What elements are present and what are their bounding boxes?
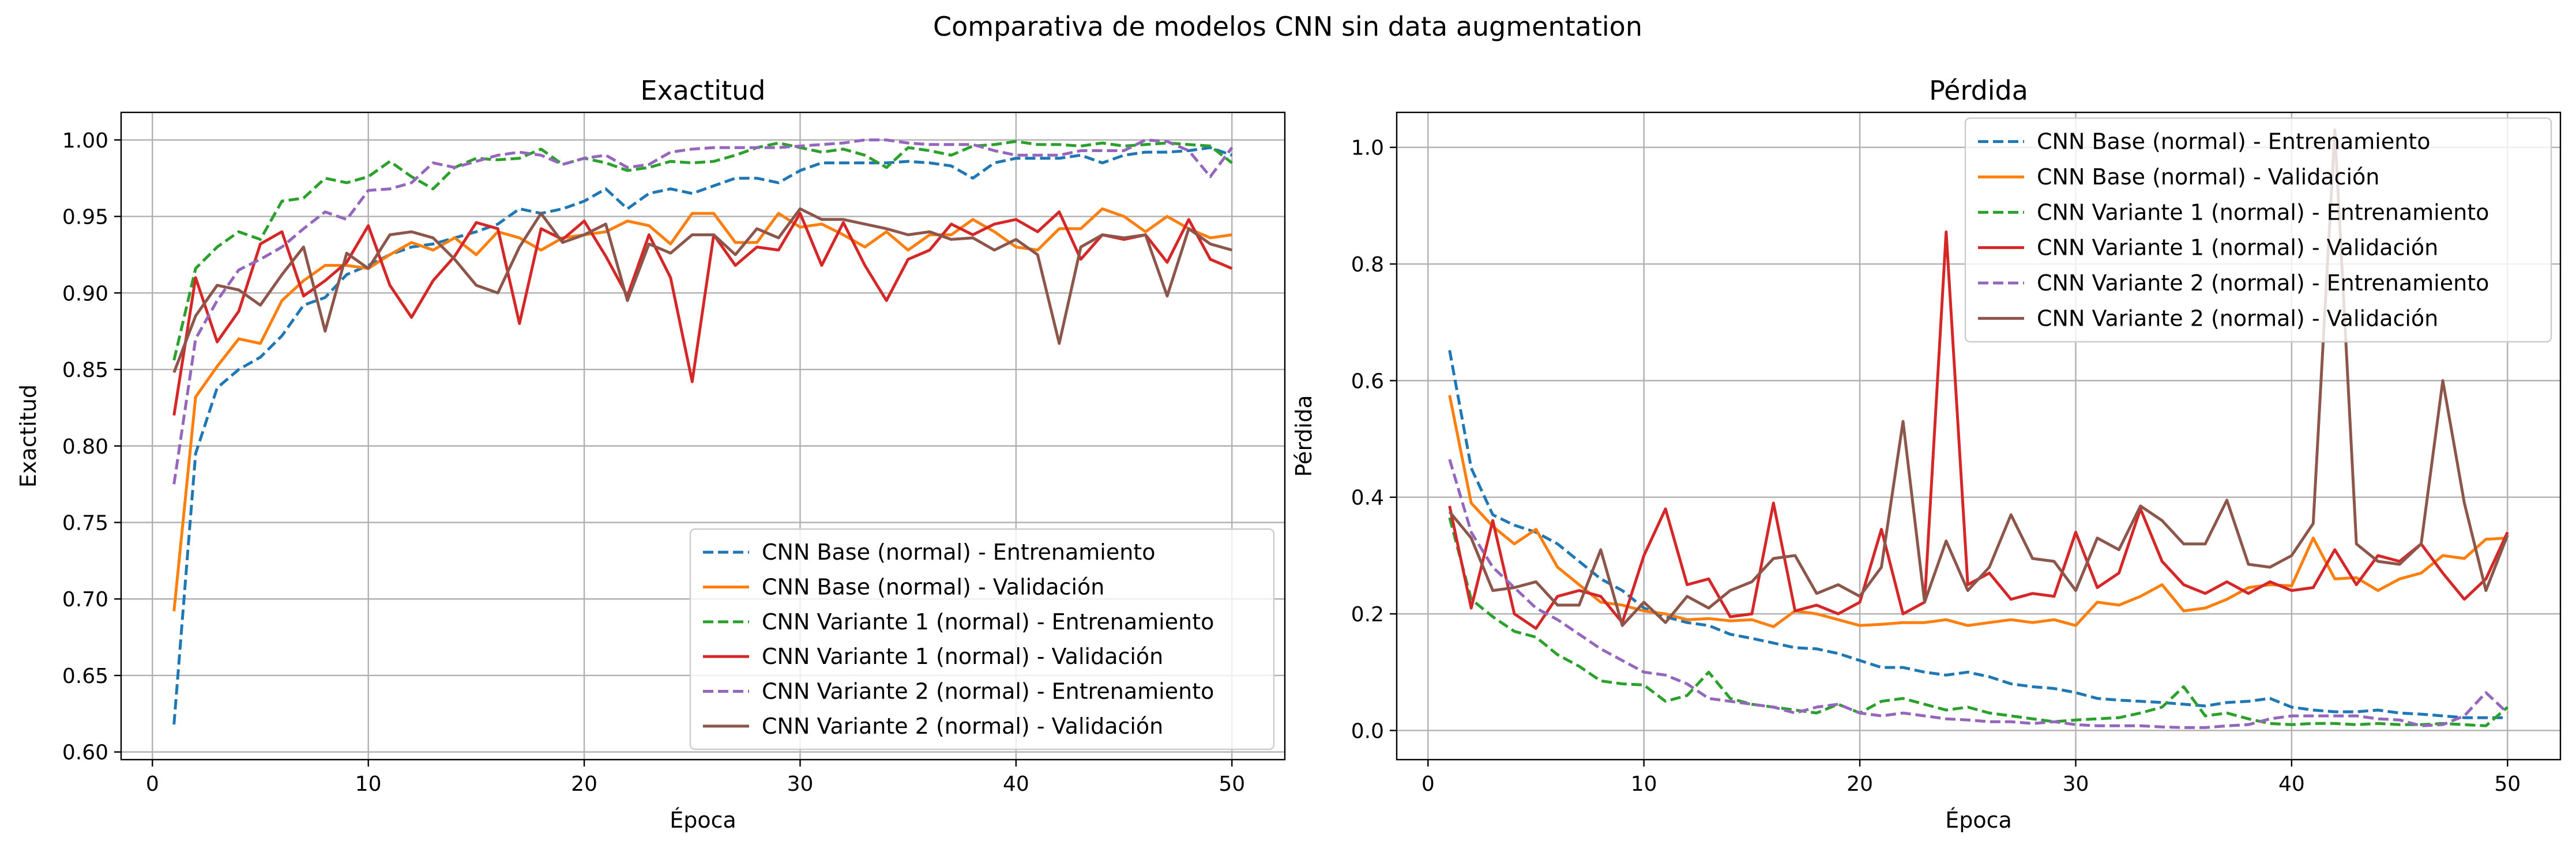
y-tick-label: 0.95	[62, 206, 108, 229]
y-tick-label: 0.85	[62, 358, 108, 382]
x-tick-label: 0	[146, 772, 159, 796]
legend-label: CNN Variante 1 (normal) - Validación	[2037, 235, 2438, 261]
y-tick-label: 1.0	[1351, 137, 1384, 160]
y-tick-label: 0.90	[62, 282, 108, 305]
y-tick-label: 0.8	[1351, 253, 1384, 277]
y-tick-label: 0.70	[62, 588, 108, 612]
x-tick-label: 10	[355, 772, 382, 796]
legend-box	[689, 528, 1275, 750]
series-line-cnn-variante-2-normal-entrenamiento	[1448, 459, 2509, 729]
series-line-cnn-variante-1-normal-entrenamiento	[1448, 517, 2509, 727]
x-tick-label: 50	[2494, 772, 2521, 796]
legend: CNN Base (normal) - Entrenamiento CNN Bas…	[1964, 117, 2552, 343]
legend: CNN Base (normal) - Entrenamiento CNN Bas…	[689, 528, 1275, 750]
y-tick-label: 0.2	[1351, 603, 1384, 626]
series-line-cnn-base-normal-entrenamiento	[172, 146, 1233, 725]
legend-label: CNN Base (normal) - Entrenamiento	[762, 539, 1155, 565]
x-axis-label: Época	[1945, 807, 2012, 833]
axes-frame	[1396, 111, 2562, 761]
series-line-cnn-base-normal-entrenamiento	[1448, 350, 2508, 719]
axes-frame	[120, 111, 1286, 761]
x-axis-label: Época	[670, 807, 736, 833]
ticks: 0 10 20 30 40 50 0.60 0.65 0.70 0.75 0.80 0.85 0.90 0…	[62, 129, 1245, 796]
series-lines	[1448, 128, 2509, 729]
legend-label: CNN Variante 1 (normal) - Validación	[762, 644, 1163, 669]
x-tick-label: 20	[1847, 772, 1873, 796]
y-tick-label: 0.65	[62, 665, 108, 688]
legend-label: CNN Variante 2 (normal) - Entrenamiento	[762, 679, 1214, 704]
x-tick-label: 30	[787, 772, 814, 796]
x-tick-label: 50	[1219, 772, 1245, 796]
chart-title: Pérdida	[1929, 75, 2028, 106]
legend-label: CNN Base (normal) - Validación	[2037, 164, 2379, 190]
legend-label: CNN Variante 2 (normal) - Validación	[2037, 305, 2438, 331]
x-tick-label: 0	[1421, 772, 1435, 796]
y-tick-label: 0.0	[1351, 719, 1384, 743]
x-tick-label: 40	[1003, 772, 1029, 796]
x-tick-label: 10	[1631, 772, 1657, 796]
legend-box	[1964, 117, 2552, 343]
y-axis-label: Pérdida	[1291, 395, 1317, 477]
legend-label: CNN Base (normal) - Entrenamiento	[2037, 129, 2430, 154]
accuracy-chart: 0 10 20 30 40 50 0.60 0.65 0.70 0.75 0.80 0.85 0.90 0…	[16, 75, 1286, 833]
y-axis-label: Exactitud	[16, 384, 41, 488]
legend-label: CNN Variante 1 (normal) - Entrenamiento	[762, 609, 1214, 635]
x-tick-label: 20	[571, 772, 597, 796]
series-line-cnn-base-normal-validacion	[172, 207, 1232, 612]
series-line-cnn-base-normal-validacion	[1448, 395, 2508, 628]
chart-title: Exactitud	[641, 75, 766, 106]
series-line-cnn-variante-2-normal-validacion	[172, 207, 1232, 373]
figure-suptitle: Comparativa de modelos CNN sin data augm…	[933, 11, 1642, 42]
y-tick-label: 0.60	[62, 741, 108, 765]
y-tick-label: 0.6	[1351, 369, 1384, 393]
series-line-cnn-variante-2-normal-entrenamiento	[172, 138, 1234, 485]
y-tick-label: 0.80	[62, 435, 108, 459]
y-tick-label: 1.00	[62, 129, 108, 153]
legend-label: CNN Variante 1 (normal) - Entrenamiento	[2037, 199, 2489, 225]
y-tick-label: 0.4	[1351, 486, 1384, 510]
x-tick-label: 30	[2063, 772, 2089, 796]
legend-label: CNN Base (normal) - Validación	[762, 575, 1104, 600]
series-line-cnn-variante-1-normal-entrenamiento	[172, 139, 1233, 361]
loss-chart: 0 10 20 30 40 50 0.0 0.2 0.4 0.6 0.8 1.0 Pérdida Époc…	[1291, 75, 2562, 833]
x-tick-label: 40	[2278, 772, 2305, 796]
y-tick-label: 0.75	[62, 511, 108, 535]
ticks: 0 10 20 30 40 50 0.0 0.2 0.4 0.6 0.8 1.0	[1351, 137, 2521, 796]
legend-label: CNN Variante 2 (normal) - Validación	[762, 714, 1163, 739]
legend-label: CNN Variante 2 (normal) - Entrenamiento	[2037, 270, 2489, 296]
series-lines	[172, 138, 1234, 725]
